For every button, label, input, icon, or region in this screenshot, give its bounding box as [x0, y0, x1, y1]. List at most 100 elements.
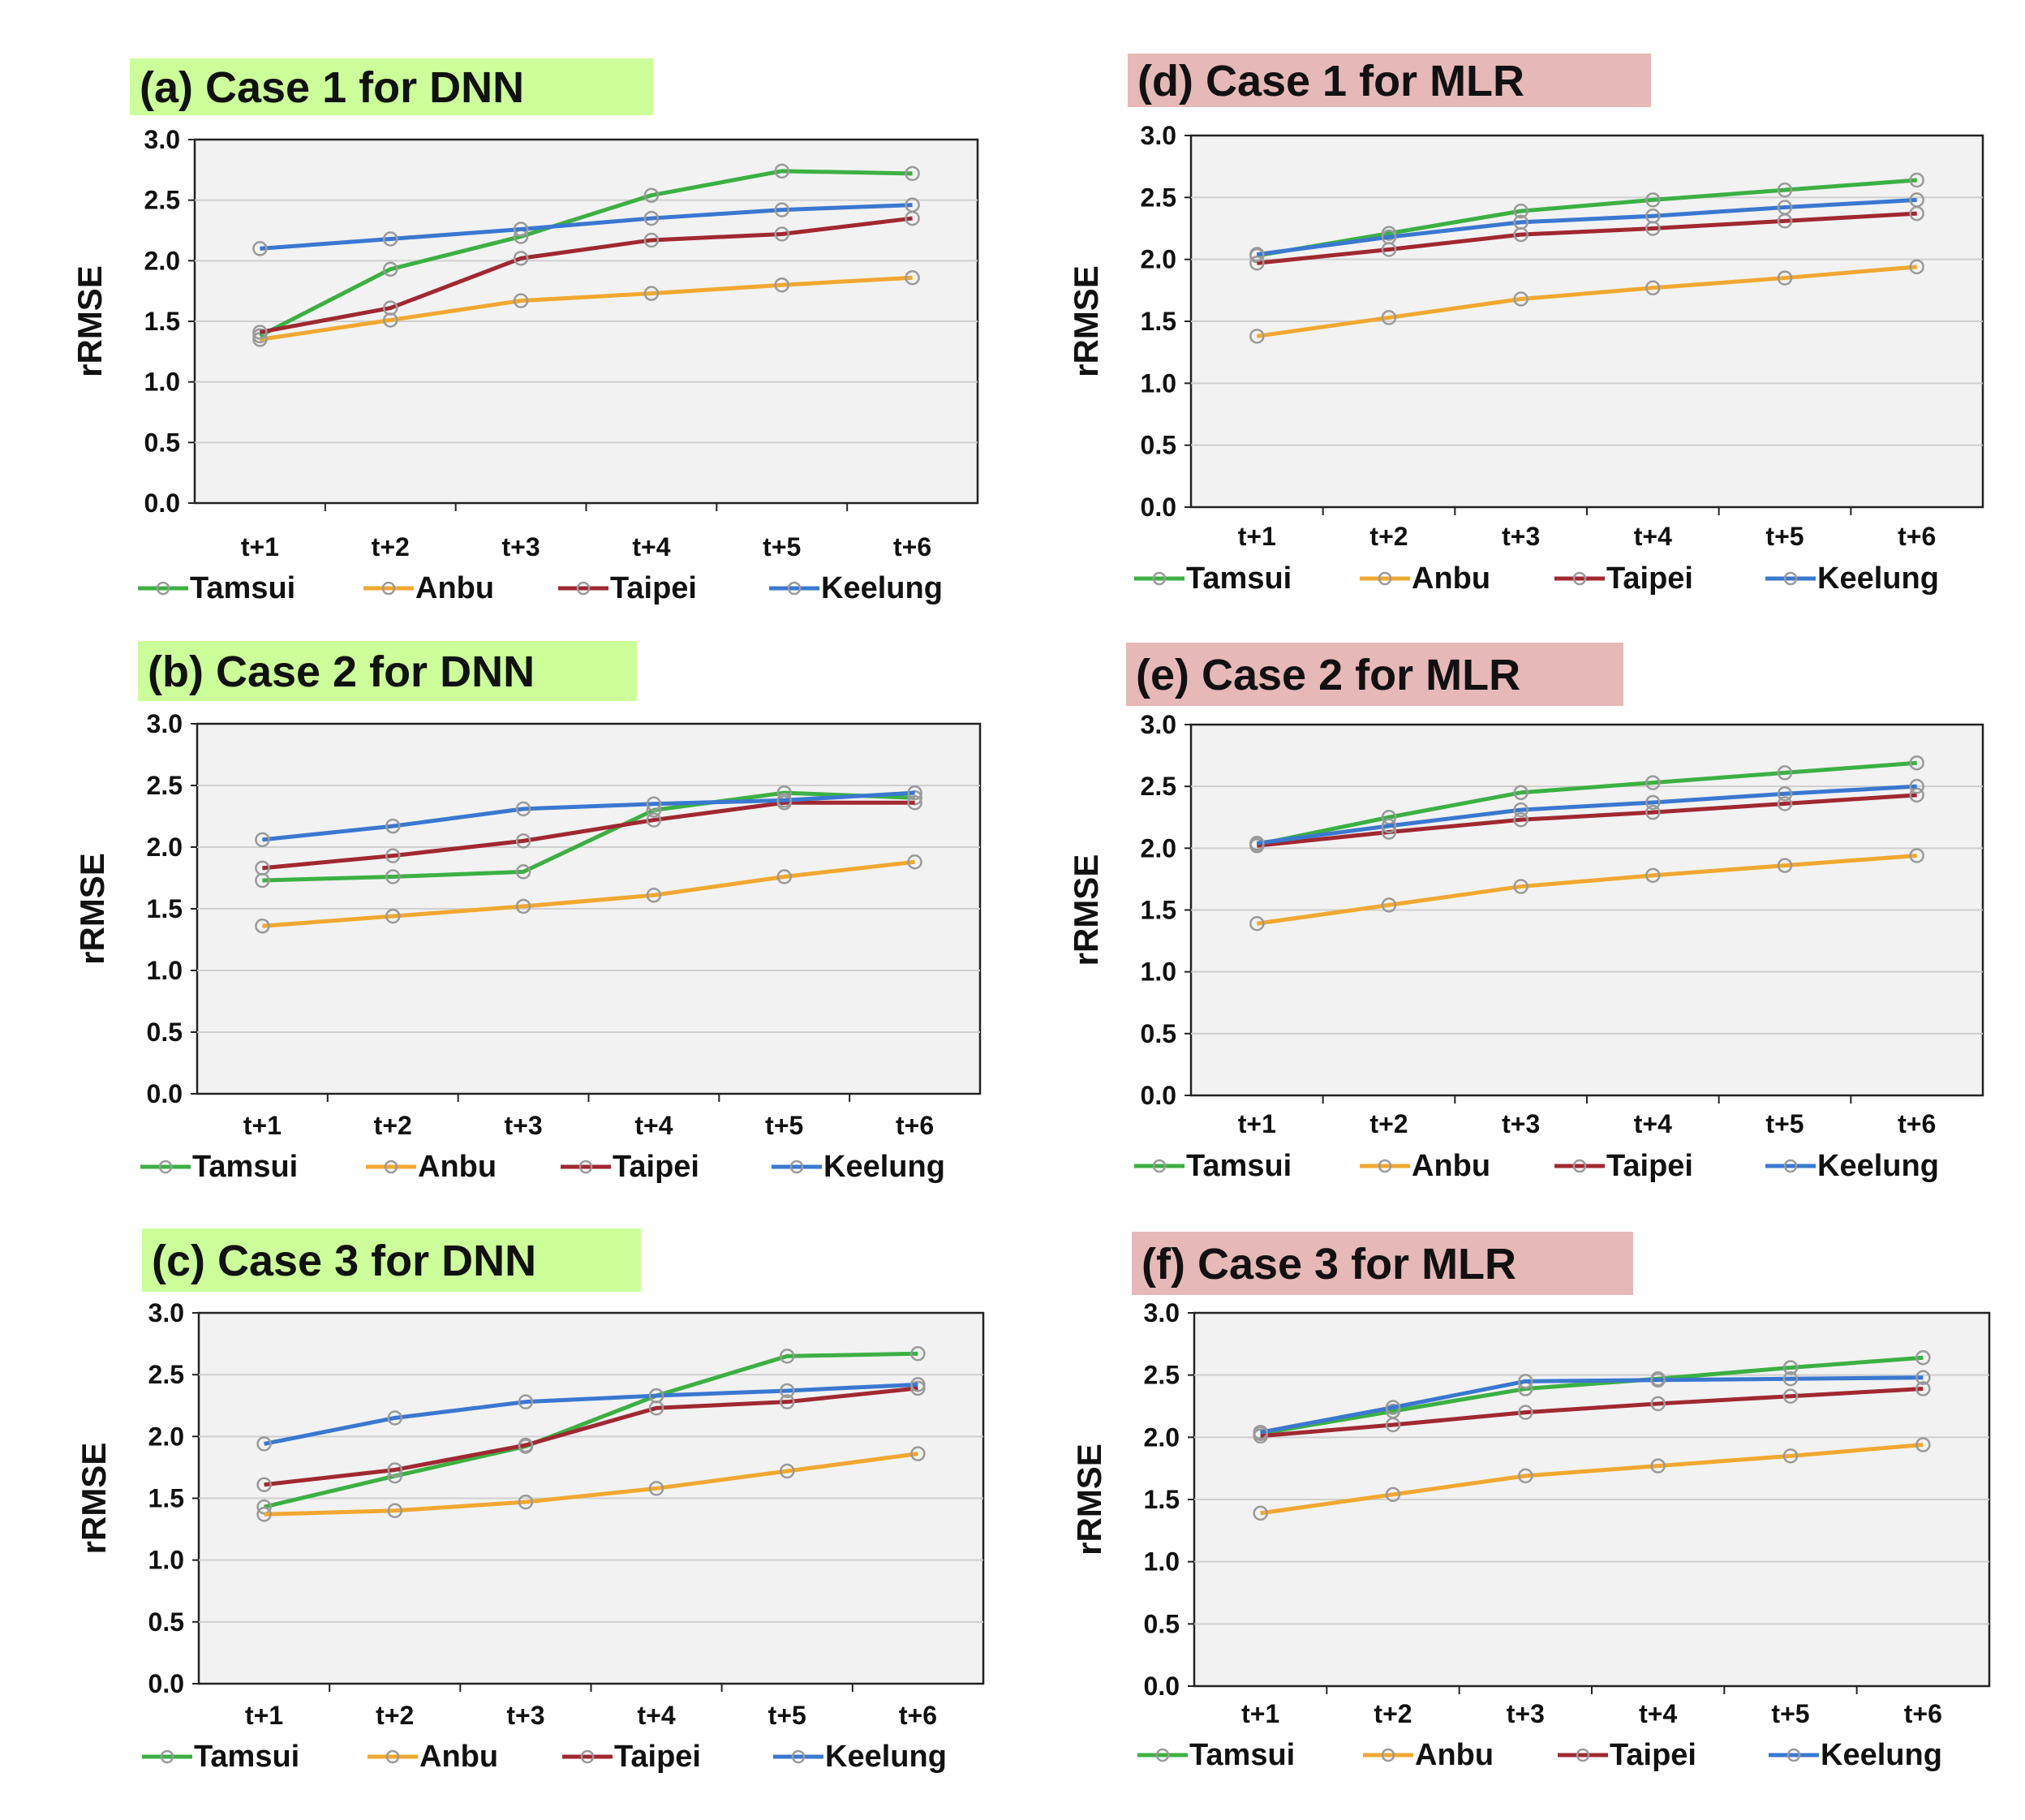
x-tick-label: t+2: [374, 1111, 412, 1140]
data-point-tamsui: [1777, 765, 1793, 781]
series-line-taipei: [262, 800, 915, 871]
data-point-anbu: [252, 332, 268, 347]
x-tick-label: t+6: [1898, 1109, 1936, 1138]
data-point-keelung: [1915, 1370, 1931, 1385]
x-tick-label: t+3: [1502, 1109, 1540, 1138]
legend-label-tamsui: Tamsui: [1189, 1738, 1295, 1772]
data-point-keelung: [1513, 214, 1528, 230]
x-tick-label: t+1: [1241, 1699, 1279, 1728]
panel-a: (a) Case 1 for DNN 0.0 0.5 1.0 1.5 2.0 2.5 3.0 t…: [71, 58, 979, 605]
y-tick-label: 3.0: [148, 1298, 184, 1327]
data-point-taipei: [1650, 1396, 1666, 1412]
data-point-taipei: [780, 1394, 795, 1409]
y-tick-label: 2.5: [1141, 183, 1176, 212]
data-point-tamsui: [1645, 775, 1661, 790]
data-point-keelung: [1249, 835, 1265, 851]
y-tick-label: 1.5: [147, 894, 183, 923]
data-point-anbu: [513, 293, 529, 308]
legend-marker-taipei: [1572, 571, 1587, 586]
x-tick-label: t+5: [1771, 1699, 1809, 1728]
y-tick-label: 2.0: [1141, 245, 1176, 274]
legend-label-keelung: Keelung: [1817, 561, 1939, 596]
data-point-taipei: [387, 1462, 402, 1478]
data-point-taipei: [513, 251, 529, 266]
data-point-tamsui: [1645, 192, 1661, 208]
data-point-anbu: [643, 286, 660, 301]
x-tick-label: t+4: [632, 532, 670, 561]
series-line-anbu: [1256, 853, 1917, 926]
data-point-anbu: [780, 1463, 795, 1479]
data-point-keelung: [774, 202, 789, 217]
series-line-anbu: [264, 1452, 918, 1517]
data-point-anbu: [1381, 310, 1397, 325]
series-line-tamsui: [1256, 760, 1917, 847]
data-point-anbu: [387, 1503, 402, 1518]
legend-label-taipei: Taipei: [610, 571, 697, 605]
y-tick-label: 1.0: [1141, 368, 1176, 398]
y-tick-label: 2.5: [147, 771, 183, 800]
legend-marker-taipei: [580, 1749, 595, 1764]
data-point-keelung: [1777, 786, 1793, 802]
legend-label-taipei: Taipei: [614, 1740, 701, 1774]
y-tick-label: 2.5: [1141, 772, 1176, 801]
panel-d: (d) Case 1 for MLR 0.0 0.5 1.0 1.5 2.0 2.5 3.0 t…: [1067, 54, 1984, 596]
x-tick-label: t+6: [899, 1701, 937, 1730]
y-tick-label: 2.0: [147, 833, 183, 862]
panel-title-bg: [1126, 643, 1623, 706]
y-tick-label: 0.0: [147, 1079, 183, 1108]
series-line-tamsui: [1256, 178, 1917, 258]
data-point-taipei: [1385, 1417, 1401, 1433]
data-point-taipei: [907, 795, 922, 811]
y-tick-label: 3.0: [1141, 121, 1176, 150]
legend-marker-taipei: [576, 581, 591, 596]
data-point-anbu: [1782, 1448, 1799, 1464]
panel-title-bg: [130, 58, 653, 115]
series-line-taipei: [264, 1386, 918, 1487]
legend-label-taipei: Taipei: [613, 1150, 699, 1184]
series-line-anbu: [1256, 265, 1917, 338]
x-tick-label: t+3: [1502, 522, 1540, 551]
data-point-keelung: [910, 1377, 926, 1392]
data-point-anbu: [1777, 858, 1793, 873]
legend-marker-keelung: [1783, 1159, 1798, 1173]
data-point-taipei: [643, 232, 660, 248]
series-line-taipei: [1260, 1387, 1924, 1439]
series-line-keelung: [1257, 784, 1917, 845]
x-tick-label: t+5: [1765, 522, 1804, 551]
series-line-taipei: [1257, 793, 1917, 848]
panel-title: (f) Case 3 for MLR: [1141, 1240, 1516, 1289]
x-tick-label: t+4: [638, 1701, 676, 1730]
data-point-taipei: [383, 300, 398, 316]
data-point-anbu: [1645, 280, 1661, 296]
data-point-anbu: [646, 888, 662, 903]
data-point-tamsui: [910, 1346, 926, 1362]
data-point-tamsui: [515, 864, 531, 880]
data-point-tamsui: [643, 187, 660, 203]
legend-marker-keelung: [787, 581, 802, 596]
x-tick-label: t+4: [1634, 522, 1672, 551]
panel-f: (f) Case 3 for MLR 0.0 0.5 1.0 1.5 2.0 2.5 3.0 t…: [1070, 1232, 1991, 1772]
series-line-taipei: [259, 216, 913, 334]
y-tick-label: 2.0: [148, 1422, 184, 1451]
legend-label-keelung: Keelung: [823, 1150, 945, 1184]
data-point-keelung: [383, 231, 398, 247]
legend-marker-tamsui: [160, 1749, 174, 1764]
panel-title-bg: [1132, 1232, 1633, 1295]
data-point-keelung: [648, 1388, 664, 1404]
data-point-keelung: [387, 1410, 402, 1426]
data-point-anbu: [1915, 1437, 1931, 1452]
series-line-keelung: [1260, 1375, 1924, 1435]
series-line-tamsui: [1260, 1355, 1924, 1436]
data-point-keelung: [513, 222, 529, 237]
data-point-keelung: [1518, 1374, 1533, 1389]
y-axis-label: rRMSE: [1067, 265, 1105, 377]
series-line-anbu: [1260, 1443, 1924, 1516]
x-tick-label: t+2: [376, 1701, 414, 1730]
y-axis-label: rRMSE: [71, 265, 109, 377]
legend-label-anbu: Anbu: [418, 1150, 497, 1184]
series-line-keelung: [262, 790, 915, 842]
legend-label-anbu: Anbu: [419, 1740, 498, 1774]
legend-marker-tamsui: [1155, 1748, 1170, 1762]
legend-label-keelung: Keelung: [1821, 1738, 1942, 1772]
y-tick-label: 0.5: [144, 428, 180, 457]
